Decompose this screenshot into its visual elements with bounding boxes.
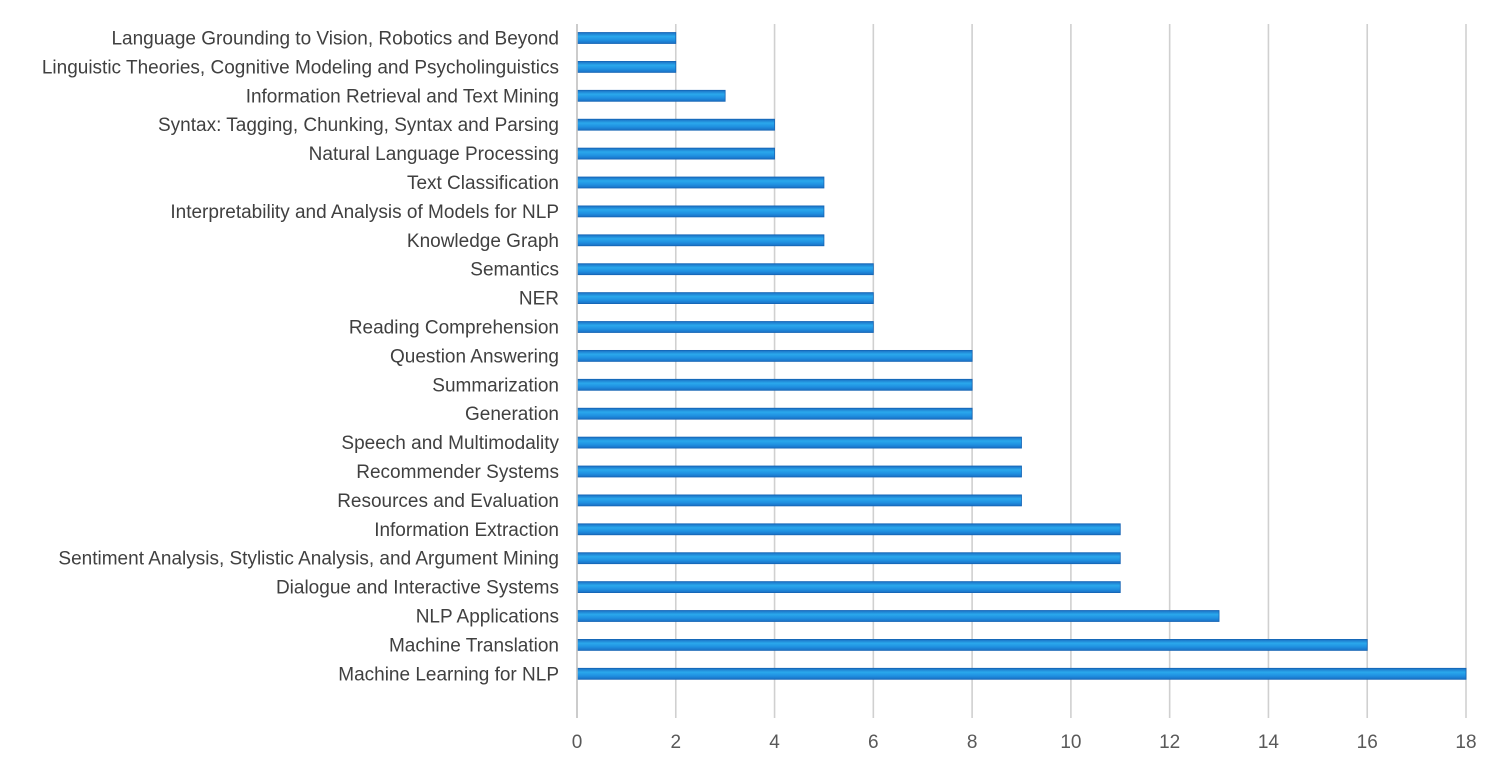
category-label: Resources and Evaluation <box>337 491 559 512</box>
category-label: NLP Applications <box>416 607 559 628</box>
x-tick-label: 2 <box>670 732 681 753</box>
bar <box>576 292 874 305</box>
category-label: Information Retrieval and Text Mining <box>246 86 559 107</box>
bar <box>576 32 677 44</box>
bar <box>576 436 1022 449</box>
x-tick-label: 6 <box>868 732 879 753</box>
bar <box>576 89 726 102</box>
x-tick-label: 18 <box>1455 732 1476 753</box>
bar <box>576 205 825 218</box>
category-label: Reading Comprehension <box>349 318 559 339</box>
category-label: NER <box>519 289 559 310</box>
bar <box>576 176 825 189</box>
x-tick-label: 14 <box>1258 732 1280 753</box>
bars <box>576 32 1467 680</box>
bar <box>576 552 1121 565</box>
category-label: Semantics <box>470 260 559 281</box>
category-label: Language Grounding to Vision, Robotics a… <box>111 29 559 50</box>
category-label: Information Extraction <box>374 520 559 541</box>
bar <box>576 465 1022 478</box>
x-tick-labels: 0 2 4 6 8 10 12 14 16 18 <box>572 732 1477 753</box>
bar <box>576 378 973 391</box>
category-label: Natural Language Processing <box>309 144 559 165</box>
category-label: Generation <box>465 404 559 425</box>
category-label: Syntax: Tagging, Chunking, Syntax and Pa… <box>158 115 559 136</box>
category-label: Machine Translation <box>389 635 559 656</box>
category-label: Text Classification <box>407 173 559 194</box>
x-tick-label: 12 <box>1159 732 1180 753</box>
category-label: Knowledge Graph <box>407 231 559 252</box>
bar <box>576 349 973 362</box>
category-label: Linguistic Theories, Cognitive Modeling … <box>42 57 559 78</box>
category-label: Machine Learning for NLP <box>338 664 559 685</box>
category-label: Question Answering <box>390 346 559 367</box>
bar <box>576 494 1022 507</box>
bar <box>576 147 775 160</box>
x-tick-label: 4 <box>769 732 780 753</box>
bar <box>576 321 874 333</box>
category-labels: Language Grounding to Vision, Robotics a… <box>42 29 560 686</box>
bar <box>576 234 825 247</box>
x-tick-label: 16 <box>1357 732 1378 753</box>
bar <box>576 118 775 131</box>
bar <box>576 639 1368 651</box>
bar <box>576 407 973 420</box>
x-tick-label: 8 <box>967 732 978 753</box>
category-label: Recommender Systems <box>356 462 559 483</box>
bar <box>576 667 1467 680</box>
category-label: Sentiment Analysis, Stylistic Analysis, … <box>58 549 559 570</box>
bar <box>576 610 1220 622</box>
bar <box>576 61 677 73</box>
bar <box>576 523 1121 536</box>
category-label: Speech and Multimodality <box>341 433 559 454</box>
category-label: Dialogue and Interactive Systems <box>276 578 559 599</box>
gridlines <box>674 24 1467 718</box>
category-label: Summarization <box>432 375 559 396</box>
bar <box>576 263 874 276</box>
category-label: Interpretability and Analysis of Models … <box>170 202 559 223</box>
x-tick-label: 0 <box>572 732 583 753</box>
bar <box>576 581 1121 593</box>
x-tick-label: 10 <box>1060 732 1081 753</box>
